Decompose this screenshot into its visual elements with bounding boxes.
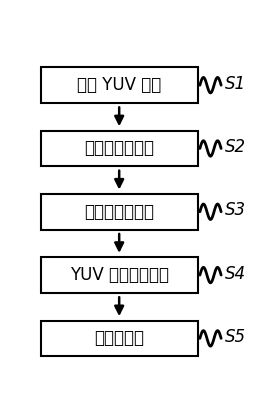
Text: 获取 YUV 图像: 获取 YUV 图像 [77,76,161,94]
Bar [41,67,198,103]
Text: YUV 图像属性判断: YUV 图像属性判断 [70,266,169,284]
Text: S3: S3 [225,201,247,219]
Text: 车道线检测: 车道线检测 [94,329,144,347]
Text: 提取色块特征值: 提取色块特征值 [84,140,154,158]
Text: S2: S2 [225,138,247,156]
Bar [41,257,198,293]
Text: 建立决策树模型: 建立决策树模型 [84,203,154,221]
Text: S5: S5 [225,328,247,346]
Bar [41,131,198,166]
Text: S4: S4 [225,265,247,283]
Bar [41,194,198,229]
Text: S1: S1 [225,75,247,93]
Bar [41,321,198,356]
